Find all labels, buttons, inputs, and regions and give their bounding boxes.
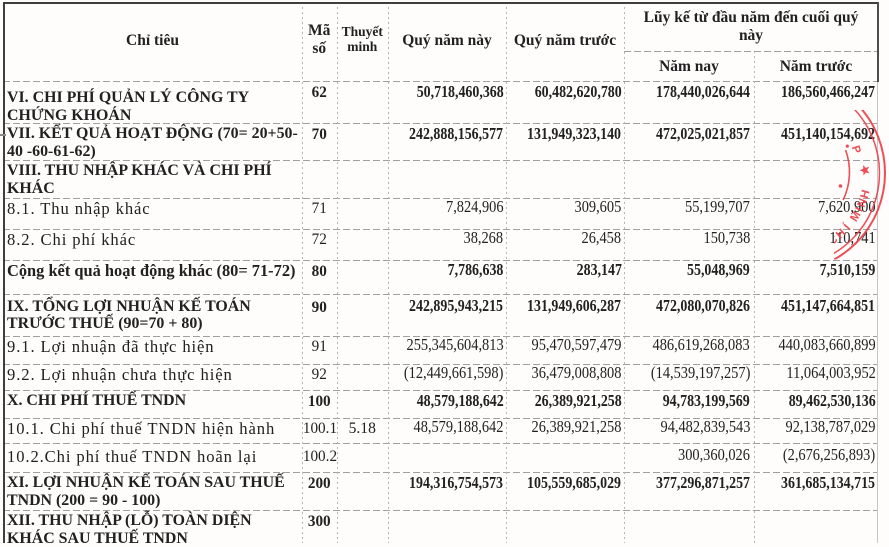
- svg-text:P: P: [849, 144, 863, 155]
- svg-text:Í: Í: [841, 221, 853, 233]
- svg-text:H: H: [859, 189, 873, 200]
- svg-text:I: I: [854, 206, 866, 214]
- svg-text:C: C: [826, 233, 840, 248]
- svg-text:N: N: [856, 197, 870, 209]
